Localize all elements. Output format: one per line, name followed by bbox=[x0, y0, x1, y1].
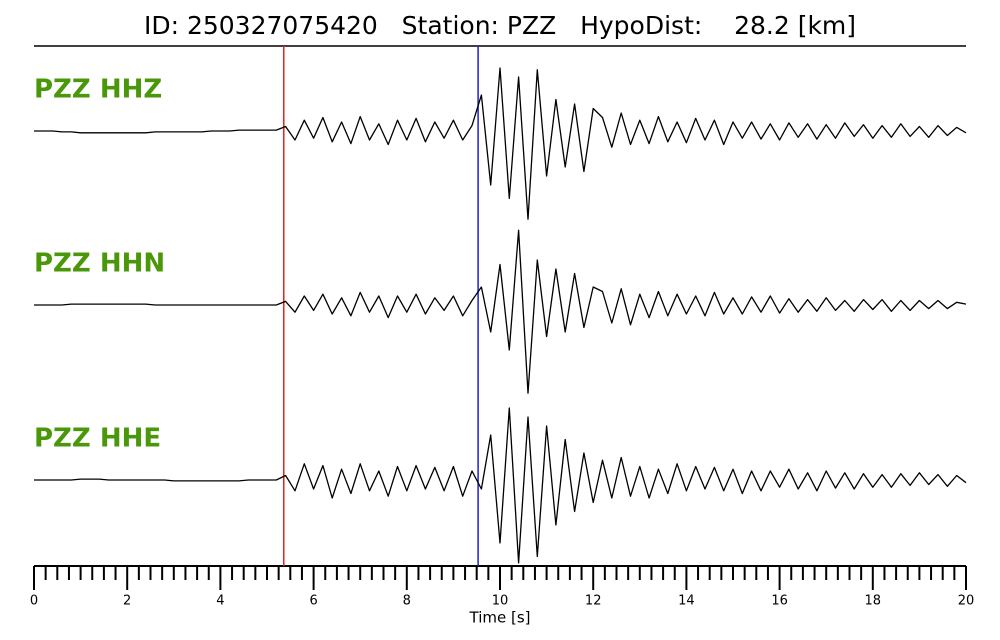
trace-label: PZZ HHN bbox=[34, 249, 165, 279]
x-tick-label: 8 bbox=[403, 594, 411, 609]
trace-label: PZZ HHZ bbox=[34, 75, 162, 105]
x-tick-label: 4 bbox=[216, 594, 224, 609]
x-tick-label: 16 bbox=[771, 594, 788, 609]
trace-label: PZZ HHE bbox=[34, 424, 161, 454]
x-tick-label: 12 bbox=[585, 594, 602, 609]
chart-title: ID: 250327075420 Station: PZZ HypoDist: … bbox=[144, 11, 856, 40]
x-tick-label: 14 bbox=[678, 594, 695, 609]
waveform bbox=[34, 67, 967, 220]
x-tick-label: 2 bbox=[123, 594, 131, 609]
waveform bbox=[34, 229, 967, 394]
x-tick-label: 18 bbox=[865, 594, 882, 609]
x-tick-label: 0 bbox=[30, 594, 38, 609]
x-axis-label: Time [s] bbox=[469, 609, 531, 627]
waveform bbox=[34, 407, 967, 564]
x-tick-label: 6 bbox=[309, 594, 317, 609]
x-tick-label: 20 bbox=[958, 594, 975, 609]
x-tick-label: 10 bbox=[492, 594, 509, 609]
